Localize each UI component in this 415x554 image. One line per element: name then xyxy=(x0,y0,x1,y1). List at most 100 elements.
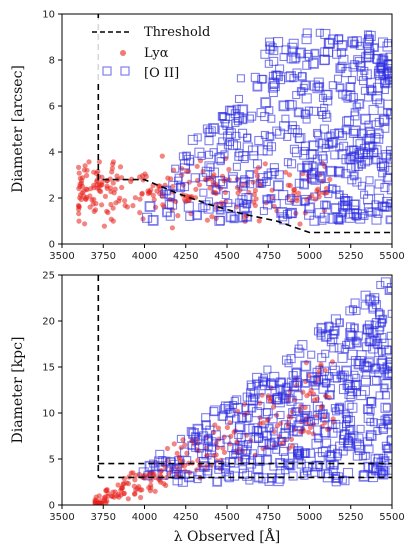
top-oii-point xyxy=(265,132,275,141)
bottom-oii-point xyxy=(313,433,323,443)
top-lya-point xyxy=(139,191,145,197)
top-oii-point xyxy=(232,162,241,171)
bottom-oii-point xyxy=(381,467,390,476)
top-oii-point xyxy=(385,215,392,225)
bottom-oii-point xyxy=(280,453,290,462)
top-lya-point xyxy=(108,201,114,208)
bottom-lya-point xyxy=(306,429,312,435)
top-lya-point xyxy=(76,185,82,192)
bottom-oii-point xyxy=(300,404,311,415)
top-oii-point xyxy=(321,200,331,210)
bottom-oii-point xyxy=(335,318,345,328)
top-oii-point xyxy=(231,118,240,128)
top-lya-point xyxy=(151,197,157,203)
top-oii-point xyxy=(194,147,205,158)
bottom-oii-point xyxy=(262,454,273,465)
top-oii-point xyxy=(302,60,312,70)
top-lya-point xyxy=(222,189,228,196)
top-lya-point xyxy=(204,217,210,223)
top-lya-point xyxy=(207,185,213,191)
bottom-oii-point xyxy=(294,453,304,463)
top-oii-point xyxy=(301,34,312,45)
bottom-y-tick-label: 15 xyxy=(42,363,55,374)
bottom-oii-point xyxy=(251,426,262,437)
top-oii-point xyxy=(360,190,369,199)
bottom-lya-point xyxy=(132,477,138,483)
bottom-oii-point xyxy=(335,402,345,412)
bottom-oii-point xyxy=(305,448,315,458)
top-lya-point xyxy=(84,172,90,179)
bottom-oii-point xyxy=(358,470,370,482)
top-oii-point xyxy=(309,80,320,91)
top-oii-point xyxy=(317,173,327,183)
bottom-oii-point xyxy=(262,408,271,417)
bottom-oii-point xyxy=(245,394,256,405)
top-lya-point xyxy=(242,214,248,220)
top-oii-point xyxy=(243,133,252,142)
top-oii-point xyxy=(287,194,296,203)
bottom-oii-point xyxy=(369,293,380,304)
top-oii-point xyxy=(332,49,342,59)
top-lya-point xyxy=(83,196,89,202)
bottom-lya-point xyxy=(164,445,171,452)
top-lya-point xyxy=(256,218,262,224)
bottom-oii-point xyxy=(300,471,309,480)
bottom-lya-point xyxy=(257,400,263,406)
bottom-x-axis-title: λ Observed [Å] xyxy=(174,527,281,545)
top-lya-point xyxy=(102,193,108,199)
top-lya-point xyxy=(110,180,116,186)
bottom-lya-point xyxy=(105,493,111,499)
legend-box xyxy=(83,18,209,82)
bottom-oii-point xyxy=(269,371,280,382)
top-oii-point xyxy=(182,151,192,161)
top-oii-point xyxy=(204,150,214,159)
bottom-oii-point xyxy=(286,354,296,364)
top-oii-point xyxy=(298,72,307,81)
top-oii-point xyxy=(261,176,271,187)
top-oii-point xyxy=(238,181,248,191)
bottom-oii-point xyxy=(258,473,269,484)
top-oii-point xyxy=(343,115,354,126)
top-oii-point xyxy=(216,142,227,154)
bottom-oii-point xyxy=(201,413,211,423)
bottom-x-tick-label: 5250 xyxy=(338,512,363,523)
top-lya-point xyxy=(169,225,175,231)
top-oii-point xyxy=(235,149,244,158)
top-lya-point xyxy=(252,187,258,194)
bottom-lya-point xyxy=(125,481,131,487)
bottom-lya-point xyxy=(115,482,121,488)
top-oii-point xyxy=(264,59,273,68)
top-oii-point xyxy=(320,28,331,40)
top-oii-point xyxy=(213,202,223,212)
top-oii-point xyxy=(337,131,347,141)
legend-label-oii: [O II] xyxy=(144,66,179,81)
top-lya-point xyxy=(76,170,82,176)
top-oii-point xyxy=(378,169,387,178)
top-oii-point xyxy=(252,81,263,92)
top-oii-point xyxy=(218,137,227,146)
top-lya-point xyxy=(130,203,136,209)
top-oii-point xyxy=(214,152,226,164)
top-oii-point xyxy=(257,145,268,156)
bottom-oii-point xyxy=(344,338,356,350)
top-oii-point xyxy=(262,200,273,210)
bottom-oii-point xyxy=(209,407,219,417)
bottom-oii-point xyxy=(248,449,257,458)
bottom-lya-point xyxy=(308,424,314,430)
bottom-oii-point xyxy=(354,442,365,453)
top-oii-point xyxy=(272,126,282,136)
top-oii-point xyxy=(161,185,172,196)
top-lya-point xyxy=(76,218,82,224)
bottom-x-tick-label: 3500 xyxy=(49,512,74,523)
top-oii-point xyxy=(316,163,327,174)
top-oii-point xyxy=(275,64,285,74)
bottom-oii-point xyxy=(242,470,253,481)
top-lya-point xyxy=(122,198,128,204)
legend-lya-swatch xyxy=(120,50,126,56)
top-oii-point xyxy=(346,163,356,173)
top-oii-point xyxy=(232,131,241,140)
top-lya-point xyxy=(105,209,111,216)
bottom-lya-point xyxy=(322,367,328,373)
top-oii-point xyxy=(214,176,226,187)
top-oii-point xyxy=(291,147,302,158)
